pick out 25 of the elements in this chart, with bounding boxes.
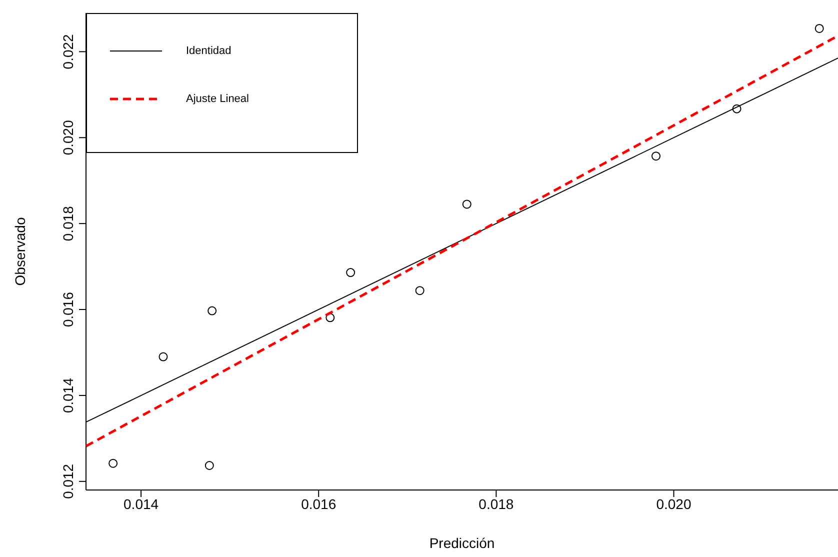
x-tick-label: 0.018 (478, 496, 514, 512)
point (108, 458, 118, 468)
x-tick-label: 0.020 (656, 496, 692, 512)
x-tick-label: 0.014 (124, 496, 159, 512)
y-tick-label: 0.022 (60, 34, 76, 70)
point (346, 268, 356, 278)
point (415, 286, 424, 296)
y-axis-title: Observado (12, 217, 28, 286)
y-tick-label: 0.014 (60, 378, 76, 413)
y-tick-label: 0.020 (60, 120, 76, 156)
point (462, 200, 472, 209)
point (651, 152, 660, 161)
y-tick-label: 0.018 (60, 206, 76, 242)
point (158, 352, 168, 362)
legend-label: Ajuste Lineal (186, 93, 249, 105)
point (208, 306, 217, 316)
point (732, 104, 742, 114)
x-axis-title: Predicción (429, 534, 495, 551)
legend-label: Identidad (186, 45, 232, 57)
point (326, 313, 335, 322)
point (814, 24, 824, 33)
y-tick-label: 0.012 (60, 464, 76, 499)
x-tick-label: 0.016 (301, 496, 336, 512)
point (204, 461, 214, 470)
y-tick-label: 0.016 (60, 292, 76, 328)
